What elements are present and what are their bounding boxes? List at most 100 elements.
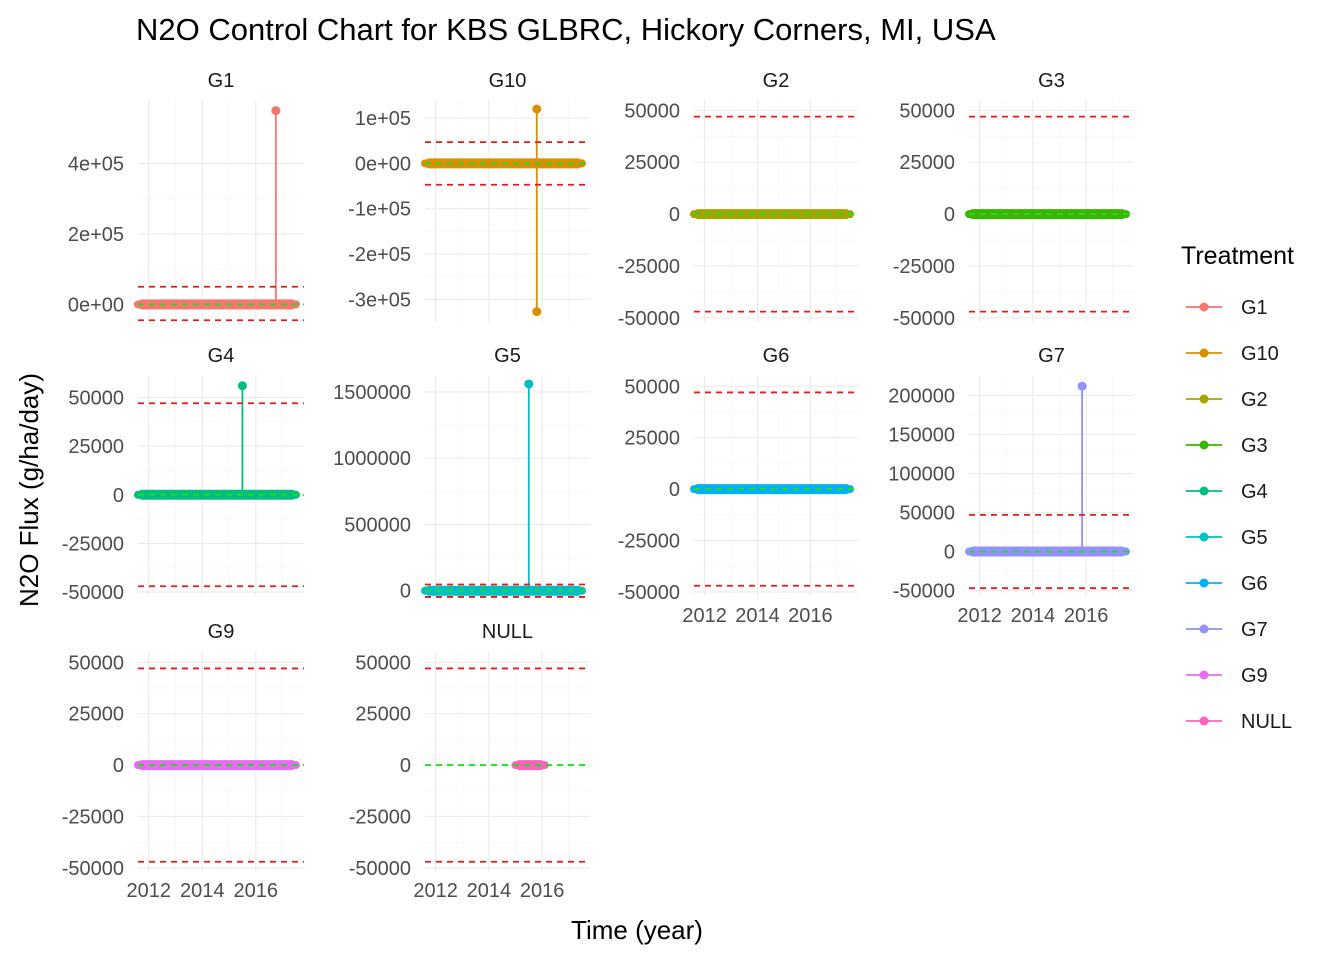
outlier-point-g7 <box>1077 381 1087 391</box>
legend-item-g1: G1 <box>1186 297 1268 319</box>
y-tick-label: -25000 <box>618 530 680 552</box>
panel-strip-g10: G10 <box>489 70 527 92</box>
legend-key-point <box>1199 578 1209 588</box>
panel-strip-g9: G9 <box>208 621 235 643</box>
outlier-point-g5 <box>524 379 534 389</box>
y-tick-label: -25000 <box>618 256 680 278</box>
panel-g1: G1 0e+00 2e+05 4e+05 <box>68 70 304 322</box>
x-tick-label: 2014 <box>735 605 780 627</box>
y-tick-label: -50000 <box>618 308 680 330</box>
legend-item-g2: G2 <box>1186 389 1268 411</box>
y-tick-label: -1e+05 <box>348 199 411 221</box>
legend-label: G2 <box>1241 389 1268 411</box>
legend-key-point <box>1199 394 1209 404</box>
y-tick-label: 50000 <box>624 376 680 398</box>
y-tick-label: 0 <box>113 485 124 507</box>
legend-item-g4: G4 <box>1186 481 1268 503</box>
y-tick-label: 0 <box>113 755 124 777</box>
y-tick-label: 1e+05 <box>355 108 411 130</box>
y-tick-label: 25000 <box>624 428 680 450</box>
y-tick-label: -25000 <box>62 806 124 828</box>
x-tick-label: 2016 <box>520 880 565 902</box>
y-tick-label: 4e+05 <box>68 153 124 175</box>
y-tick-label: 0 <box>944 542 955 564</box>
y-tick-label: 50000 <box>68 387 124 409</box>
y-tick-label: 0 <box>669 479 680 501</box>
y-tick-label: -25000 <box>893 256 955 278</box>
legend-label: G5 <box>1241 527 1268 549</box>
legend-title: Treatment <box>1181 242 1294 270</box>
facet-panels: G1 0e+00 2e+05 4e+05 G10 1e+05 0e+00 -1e+05 -2e+… <box>62 70 1134 902</box>
data-point <box>540 761 549 770</box>
legend-key-point <box>1199 348 1209 358</box>
x-tick-label: 2014 <box>180 880 225 902</box>
outlier-point-g1 <box>271 106 281 116</box>
panel-strip-g7: G7 <box>1038 345 1065 367</box>
legend-label: G6 <box>1241 573 1268 595</box>
y-tick-label: 0 <box>400 755 411 777</box>
x-tick-label: 2012 <box>682 605 727 627</box>
y-tick-label: 0 <box>944 204 955 226</box>
y-tick-label: 50000 <box>899 503 955 525</box>
y-tick-label: 100000 <box>888 464 955 486</box>
x-axis-title: Time (year) <box>571 915 703 945</box>
y-tick-label: 0 <box>669 204 680 226</box>
chart-title: N2O Control Chart for KBS GLBRC, Hickory… <box>136 12 996 47</box>
legend-item-g7: G7 <box>1186 619 1268 641</box>
y-tick-label: 1500000 <box>333 382 411 404</box>
legend-item-g5: G5 <box>1186 527 1268 549</box>
panel-g3: G3 50000 25000 0 -25000 -50000 <box>893 70 1134 330</box>
y-tick-label: 25000 <box>624 152 680 174</box>
legend-item-g6: G6 <box>1186 573 1268 595</box>
legend-label: G3 <box>1241 435 1268 457</box>
legend-label: G9 <box>1241 665 1268 687</box>
legend-key-point <box>1199 486 1209 496</box>
y-tick-label: -50000 <box>618 582 680 604</box>
y-tick-label: 50000 <box>355 652 411 674</box>
y-tick-label: 25000 <box>899 152 955 174</box>
y-axis-title: N2O Flux (g/ha/day) <box>14 373 44 607</box>
y-tick-label: -3e+05 <box>348 289 411 311</box>
y-tick-label: 50000 <box>624 100 680 122</box>
x-tick-label: 2014 <box>1011 605 1056 627</box>
legend-key-point <box>1199 532 1209 542</box>
legend-item-g10: G10 <box>1186 343 1279 365</box>
legend-key-point <box>1199 670 1209 680</box>
panel-strip-null: NULL <box>482 621 533 643</box>
x-tick-label: 2012 <box>413 880 458 902</box>
outlier-point-g10 <box>532 307 542 317</box>
panel-g5: G5 1500000 1000000 500000 0 <box>333 345 590 603</box>
panel-g2: G2 50000 25000 0 -25000 -50000 <box>618 70 858 330</box>
legend-label: G1 <box>1241 297 1268 319</box>
panel-strip-g3: G3 <box>1038 70 1065 92</box>
x-tick-label: 2012 <box>957 605 1002 627</box>
y-tick-label: -50000 <box>62 858 124 880</box>
y-tick-label: -25000 <box>349 806 411 828</box>
legend-key-point <box>1199 624 1209 634</box>
panel-g4: G4 50000 25000 0 -25000 -50000 <box>62 345 304 604</box>
y-tick-label: 0e+00 <box>355 153 411 175</box>
panel-strip-g1: G1 <box>208 70 235 92</box>
y-tick-label: -50000 <box>62 582 124 604</box>
legend-items: G1 G10 G2 G3 G4 G5 G6 G7 G9 NULL <box>1186 297 1292 733</box>
legend: Treatment G1 G10 G2 G3 G4 G5 G6 G7 G9 NULL <box>1181 242 1294 733</box>
y-tick-label: 0e+00 <box>68 294 124 316</box>
panel-strip-g5: G5 <box>494 345 521 367</box>
y-tick-label: 500000 <box>344 514 411 536</box>
y-tick-label: 25000 <box>68 436 124 458</box>
y-tick-label: 1000000 <box>333 448 411 470</box>
panel-g10: G10 1e+05 0e+00 -1e+05 -2e+05 -3e+05 <box>348 70 590 322</box>
legend-key-point <box>1199 302 1209 312</box>
y-tick-label: -2e+05 <box>348 244 411 266</box>
y-tick-label: 150000 <box>888 425 955 447</box>
legend-key-point <box>1199 716 1209 726</box>
outlier-point-g10 <box>532 104 542 114</box>
x-tick-label: 2014 <box>467 880 512 902</box>
y-tick-label: 50000 <box>68 652 124 674</box>
legend-item-g3: G3 <box>1186 435 1268 457</box>
y-tick-label: 50000 <box>899 100 955 122</box>
